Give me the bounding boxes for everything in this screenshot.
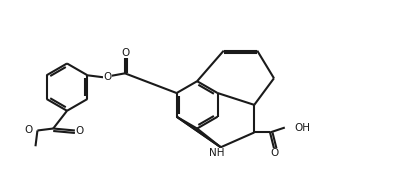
Text: OH: OH [295,122,310,132]
Text: O: O [271,148,279,158]
Text: NH: NH [209,148,224,158]
Text: O: O [76,127,84,137]
Text: O: O [24,126,33,136]
Text: O: O [122,48,130,58]
Text: O: O [103,72,111,82]
